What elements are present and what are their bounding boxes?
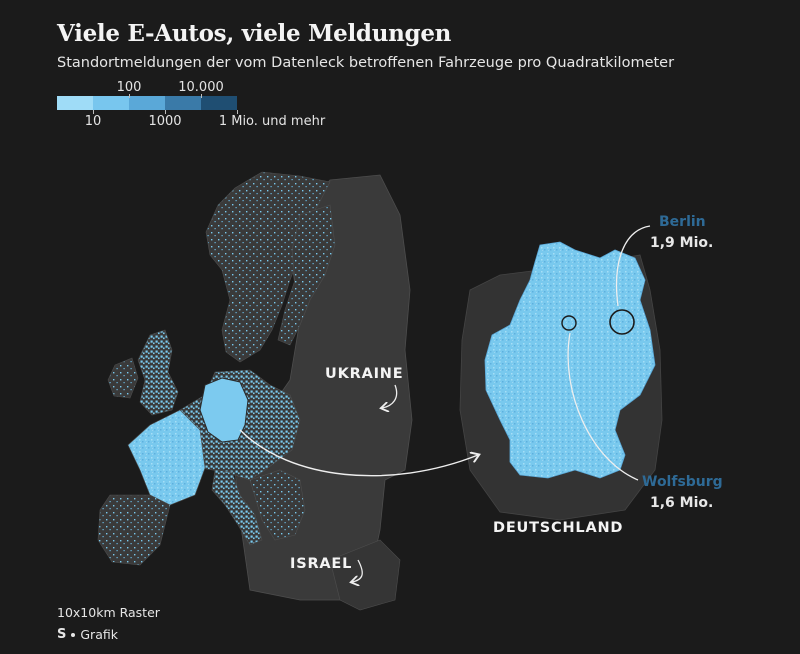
label-israel: ISRAEL xyxy=(290,556,352,572)
balkans-landmass xyxy=(249,469,306,541)
legend-swatch-1 xyxy=(57,96,93,110)
separator-dot xyxy=(71,632,76,637)
israel-pointer-arrow xyxy=(352,559,363,582)
germany-detail-shape xyxy=(484,241,656,479)
legend-label-1mio: 1 Mio. und mehr xyxy=(218,114,326,129)
spiegel-logo: S xyxy=(57,627,67,642)
chart-subtitle: Standortmeldungen der vom Datenleck betr… xyxy=(57,55,675,71)
legend-swatch-4 xyxy=(165,96,201,110)
legend-tick xyxy=(129,94,130,98)
legend-label-10000: 10.000 xyxy=(178,80,224,95)
source-credit: S Grafik xyxy=(57,627,118,642)
iberia-landmass xyxy=(97,494,171,566)
legend-tick xyxy=(201,94,202,98)
wolfsburg-pointer-line xyxy=(567,332,639,481)
berlin-name: Berlin xyxy=(659,214,706,230)
germany-small-landmass xyxy=(199,377,249,443)
legend-tick xyxy=(237,110,238,114)
legend-swatch-2 xyxy=(93,96,129,110)
ukraine-pointer-arrow xyxy=(382,384,398,408)
legend-swatch-3 xyxy=(129,96,165,110)
legend-swatch-5 xyxy=(201,96,237,110)
color-legend: 100 10.000 10 1000 1 Mio. und mehr xyxy=(57,80,357,130)
france-landmass xyxy=(127,409,206,506)
uk-landmass xyxy=(137,329,179,416)
legend-bar xyxy=(57,96,237,110)
berlin-value: 1,9 Mio. xyxy=(650,235,713,251)
wolfsburg-value: 1,6 Mio. xyxy=(650,495,713,511)
berlin-marker xyxy=(609,309,635,335)
source-text: Grafik xyxy=(80,627,118,642)
wolfsburg-marker xyxy=(561,315,577,331)
legend-label-1000: 1000 xyxy=(148,114,182,129)
label-ukraine: UKRAINE xyxy=(325,366,403,382)
legend-tick xyxy=(165,110,166,114)
germany-detail-map xyxy=(459,241,663,521)
europe-map xyxy=(97,171,413,611)
legend-label-10: 10 xyxy=(84,114,102,129)
zoom-arrow xyxy=(239,429,478,477)
chart-title: Viele E-Autos, viele Meldungen xyxy=(57,20,452,47)
raster-note: 10x10km Raster xyxy=(57,605,160,620)
legend-label-100: 100 xyxy=(116,80,142,95)
wolfsburg-name: Wolfsburg xyxy=(642,474,723,490)
finland-baltic-landmass xyxy=(277,204,336,346)
ireland-landmass xyxy=(107,357,139,399)
berlin-pointer-line xyxy=(615,225,651,307)
middle-east-landmass xyxy=(329,539,401,611)
label-deutschland: DEUTSCHLAND xyxy=(493,520,623,536)
legend-tick xyxy=(93,110,94,114)
italy-landmass xyxy=(211,469,263,546)
